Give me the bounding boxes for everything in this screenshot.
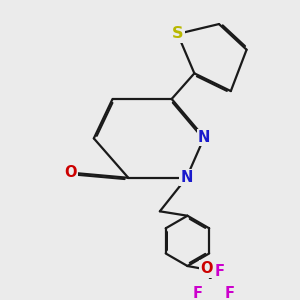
Text: N: N (198, 130, 210, 145)
Text: S: S (172, 26, 183, 41)
Text: N: N (180, 170, 193, 185)
Text: O: O (200, 262, 213, 277)
Text: F: F (215, 264, 225, 279)
Text: O: O (64, 165, 76, 180)
Text: F: F (225, 286, 235, 300)
Text: F: F (193, 286, 203, 300)
